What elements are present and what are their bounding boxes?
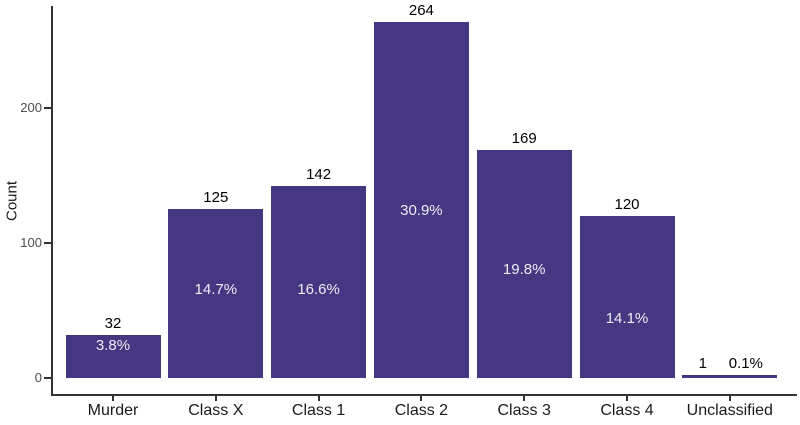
y-axis-tick-label: 200 <box>20 100 42 115</box>
bar <box>271 186 367 378</box>
bar <box>65 334 161 378</box>
bar-pct-label: 0.1% <box>728 355 763 372</box>
x-axis-tick <box>317 396 320 401</box>
x-axis-category-label: Class 2 <box>394 402 449 419</box>
x-axis-tick <box>626 396 628 401</box>
x-axis-line <box>51 394 797 396</box>
x-axis-category-label: Class 3 <box>497 402 551 419</box>
y-axis-tick-label: 100 <box>20 235 42 250</box>
x-axis-category-label: Class X <box>188 402 244 419</box>
bar-pct-label: 19.8% <box>502 261 546 278</box>
bar-count-label: 142 <box>306 166 332 184</box>
x-axis-tick <box>523 396 526 401</box>
y-axis-tick-label: 0 <box>34 370 42 385</box>
bar-pct-label: 3.8% <box>95 336 131 354</box>
bar-count-label: 32 <box>104 314 122 332</box>
x-axis-category-label: Murder <box>87 402 139 419</box>
bar <box>579 216 675 378</box>
x-axis-tick <box>112 396 114 401</box>
bar-count-label: 1 <box>698 355 707 372</box>
y-axis-title: Count <box>3 180 21 222</box>
x-axis-tick <box>420 396 423 401</box>
bar-count-label: 169 <box>511 129 537 147</box>
bar-count-label: 264 <box>408 1 434 19</box>
y-axis-line <box>51 6 53 396</box>
bar <box>682 375 778 378</box>
bar <box>373 21 469 378</box>
bar-pct-label: 16.6% <box>297 281 340 299</box>
y-axis-tick <box>44 242 51 244</box>
bar-pct-label: 30.9% <box>400 201 443 219</box>
x-axis-category-label: Class 4 <box>600 402 654 419</box>
x-axis-tick <box>214 396 217 401</box>
bar-count-label: 120 <box>614 196 640 213</box>
bar-pct-label: 14.7% <box>194 281 238 299</box>
y-axis-tick <box>44 377 51 379</box>
y-axis-tick <box>44 107 51 109</box>
bar-count-label: 125 <box>203 189 229 207</box>
x-axis-category-label: Class 1 <box>291 402 346 419</box>
x-axis-tick <box>728 396 731 401</box>
bar-pct-label: 14.1% <box>605 309 649 327</box>
bar <box>168 209 264 378</box>
bar <box>476 149 572 378</box>
x-axis-category-label: Unclassified <box>686 402 773 419</box>
